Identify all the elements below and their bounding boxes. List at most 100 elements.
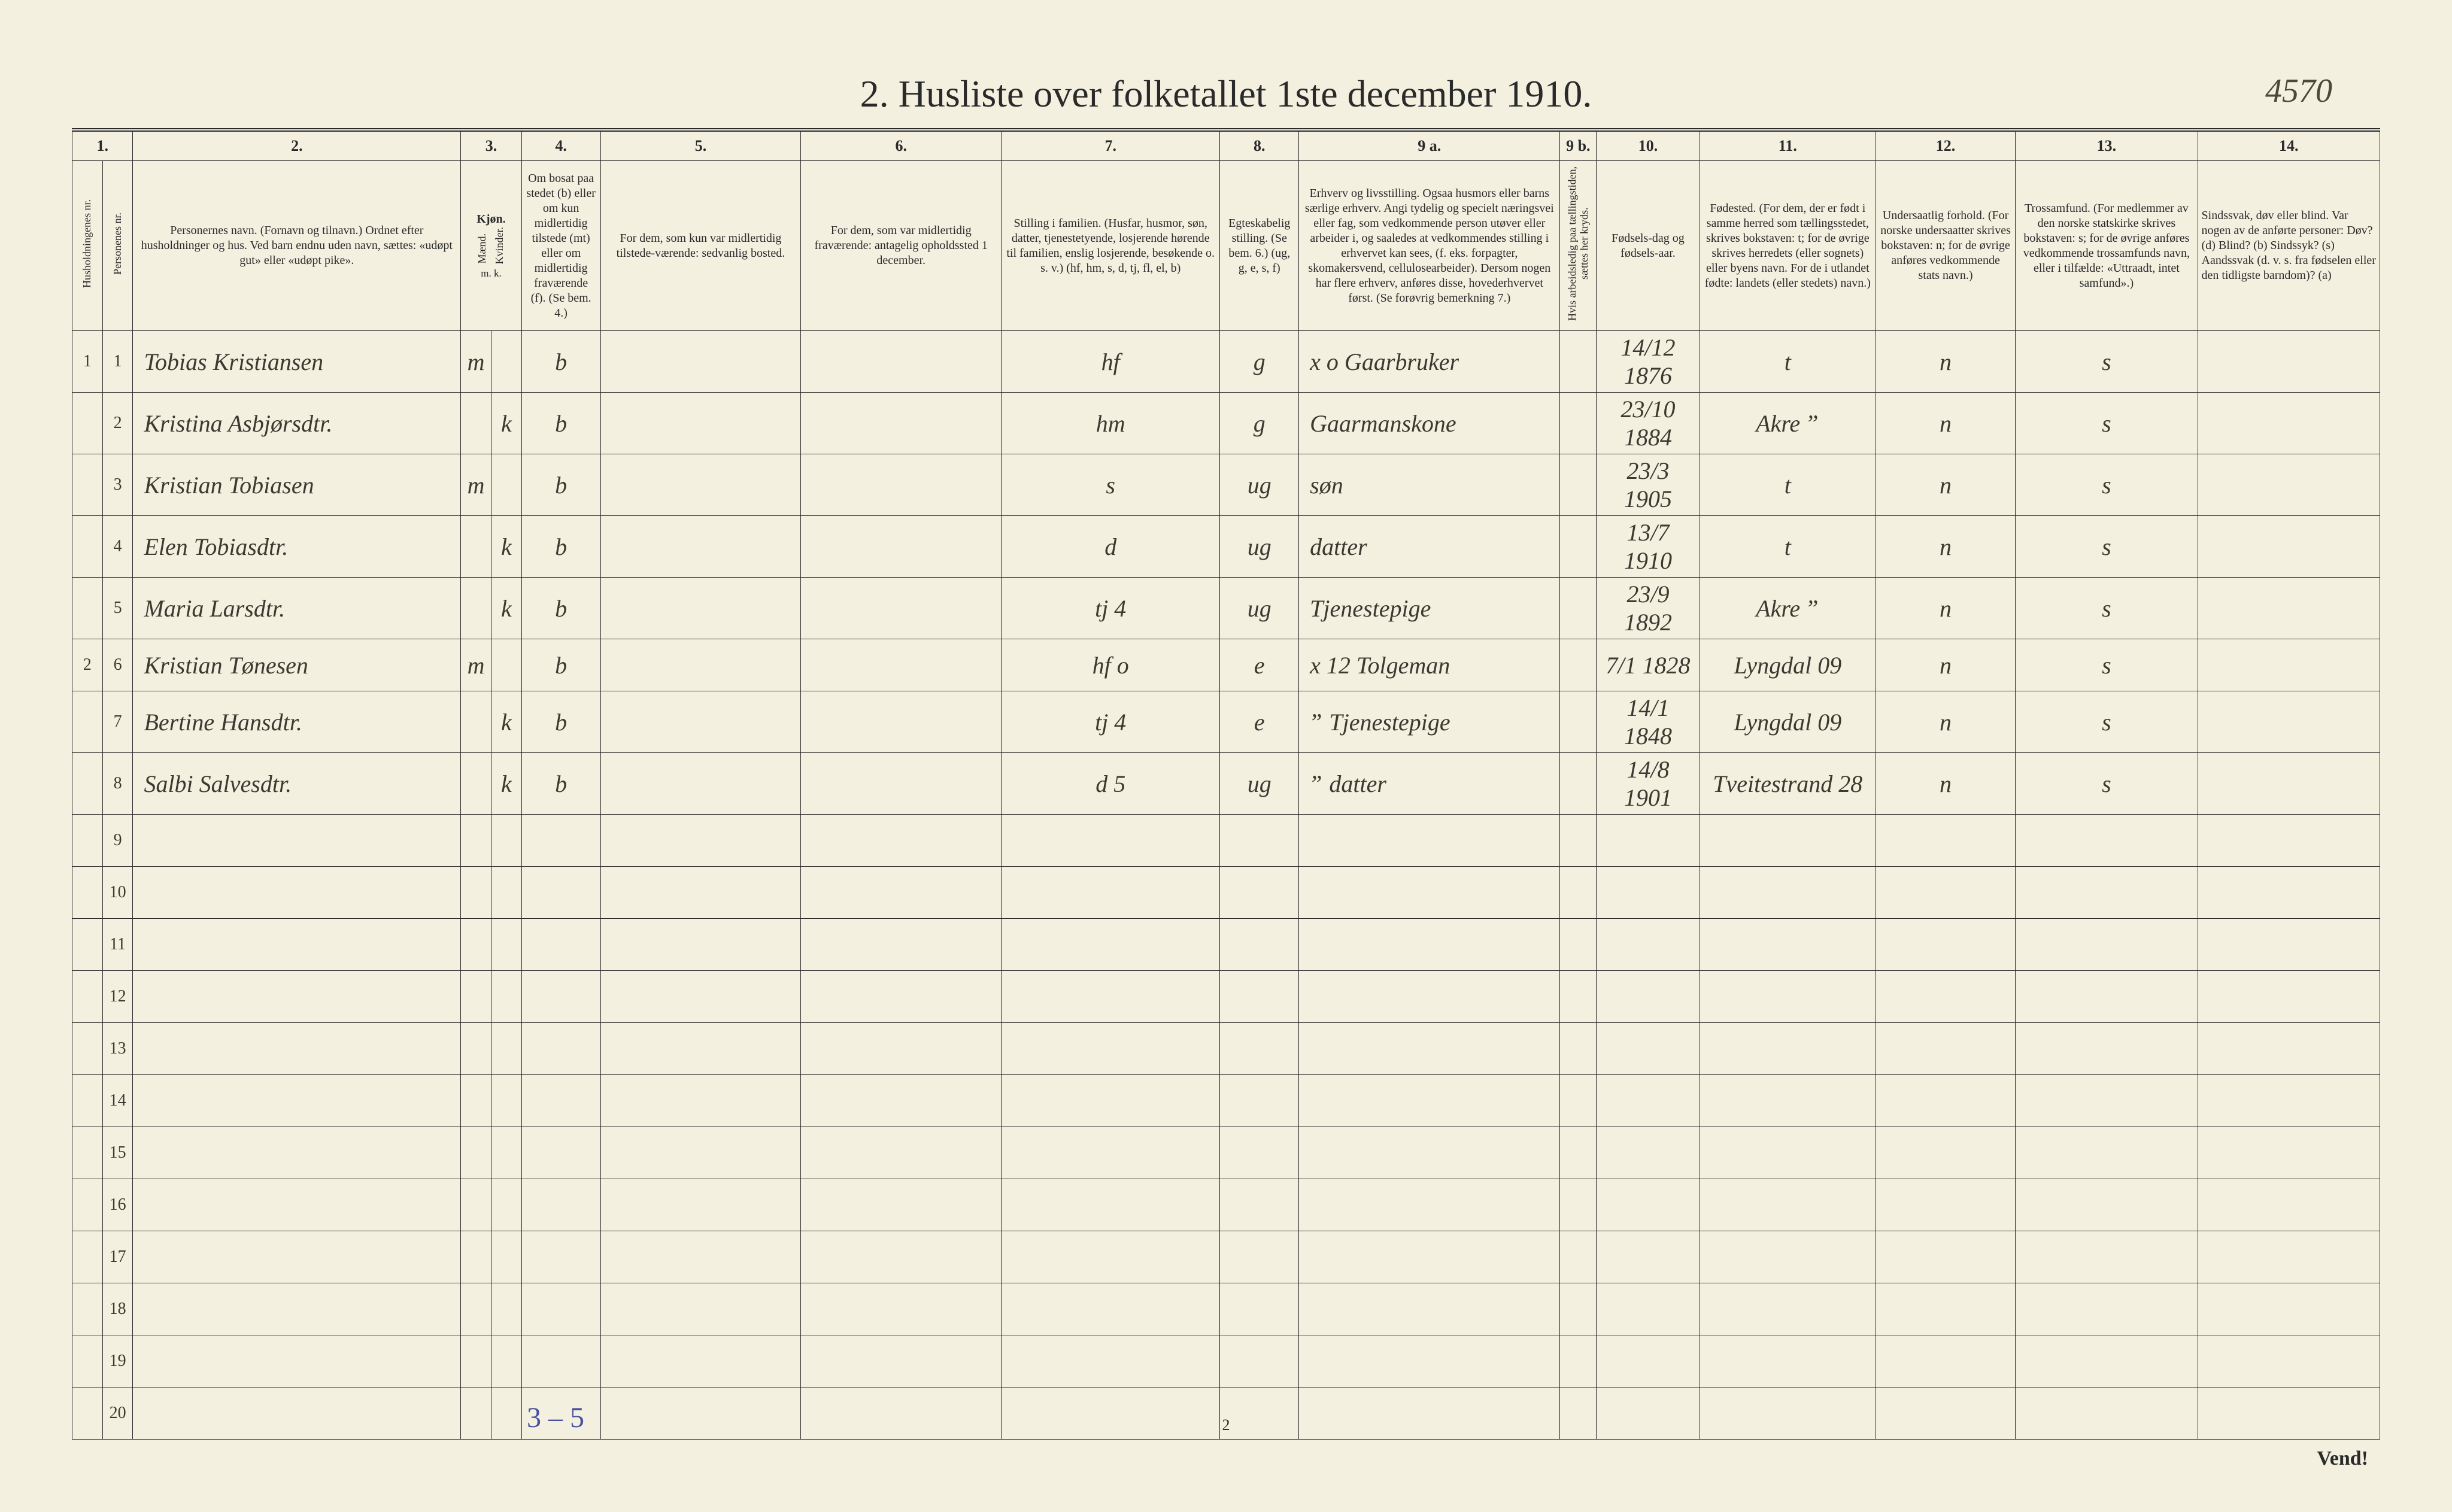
bottom-pencil-mark: 3 – 5	[527, 1401, 584, 1434]
cell-bpl	[1700, 1387, 1876, 1440]
cell-abs	[801, 919, 1002, 971]
cell-rel	[2016, 1127, 2198, 1179]
cell-bos	[521, 1179, 600, 1231]
cell-temp	[600, 639, 801, 691]
cell-col9b	[1560, 815, 1597, 867]
cell-hh	[72, 393, 103, 454]
cell-temp	[600, 919, 801, 971]
cell-hh	[72, 1127, 103, 1179]
cell-sex_m	[461, 867, 491, 919]
cell-rel	[2016, 919, 2198, 971]
cell-nat	[1876, 1283, 2015, 1335]
cell-bpl: Lyngdal 09	[1700, 639, 1876, 691]
cell-abs	[801, 331, 1002, 393]
cell-nat: n	[1876, 516, 2015, 578]
cell-mar	[1220, 919, 1299, 971]
cell-fam: hf o	[1002, 639, 1220, 691]
cell-dis	[2198, 454, 2380, 516]
cell-bos	[521, 815, 600, 867]
cell-sex_m	[461, 393, 491, 454]
cell-fam	[1002, 1075, 1220, 1127]
cell-hh: 1	[72, 331, 103, 393]
cell-hh	[72, 578, 103, 639]
cell-name	[133, 1283, 461, 1335]
cell-dis	[2198, 516, 2380, 578]
header-nat: Undersaatlig forhold. (For norske unders…	[1876, 161, 2015, 331]
header-temp: For dem, som kun var midlertidig tilsted…	[600, 161, 801, 331]
cell-dob: 7/1 1828	[1597, 639, 1700, 691]
cell-rel: s	[2016, 454, 2198, 516]
cell-dob: 23/3 1905	[1597, 454, 1700, 516]
census-body: 11Tobias Kristiansenmbhfgx o Gaarbruker1…	[72, 331, 2380, 1440]
cell-sex_k: k	[491, 691, 521, 753]
cell-name	[133, 815, 461, 867]
cell-bos: b	[521, 454, 600, 516]
cell-occ	[1299, 815, 1560, 867]
cell-col9b	[1560, 691, 1597, 753]
cell-mar	[1220, 1127, 1299, 1179]
header-kjon: Kjøn. Mænd. Kvinder. m. k.	[461, 161, 521, 331]
cell-fam: hm	[1002, 393, 1220, 454]
cell-bos: b	[521, 753, 600, 815]
column-number-row: 1. 2. 3. 4. 5. 6. 7. 8. 9 a. 9 b. 10. 11…	[72, 130, 2380, 161]
cell-dob: 13/7 1910	[1597, 516, 1700, 578]
colnum-10: 10.	[1597, 130, 1700, 161]
cell-sex_k	[491, 971, 521, 1023]
cell-nat	[1876, 919, 2015, 971]
cell-name: Salbi Salvesdtr.	[133, 753, 461, 815]
cell-nat	[1876, 971, 2015, 1023]
cell-mar	[1220, 971, 1299, 1023]
cell-rel: s	[2016, 331, 2198, 393]
cell-bos: b	[521, 691, 600, 753]
cell-col9b	[1560, 1283, 1597, 1335]
cell-hh	[72, 753, 103, 815]
cell-abs	[801, 639, 1002, 691]
cell-dob	[1597, 1283, 1700, 1335]
cell-mar: g	[1220, 393, 1299, 454]
page-title: 2. Husliste over folketallet 1ste decemb…	[72, 72, 2380, 116]
cell-col9b	[1560, 753, 1597, 815]
header-hh: Husholdningenes nr.	[72, 161, 103, 331]
cell-temp	[600, 1335, 801, 1387]
cell-nat	[1876, 1127, 2015, 1179]
cell-occ	[1299, 1075, 1560, 1127]
cell-bos	[521, 919, 600, 971]
cell-mar	[1220, 1387, 1299, 1440]
cell-nat	[1876, 867, 2015, 919]
cell-rel	[2016, 815, 2198, 867]
cell-sex_m	[461, 691, 491, 753]
cell-temp	[600, 516, 801, 578]
table-row: 19	[72, 1335, 2380, 1387]
cell-mar	[1220, 1231, 1299, 1283]
cell-abs	[801, 753, 1002, 815]
cell-dis	[2198, 1283, 2380, 1335]
cell-sex_m	[461, 971, 491, 1023]
cell-bos: b	[521, 639, 600, 691]
cell-mar: ug	[1220, 578, 1299, 639]
cell-nat: n	[1876, 753, 2015, 815]
cell-dis	[2198, 971, 2380, 1023]
cell-col9b	[1560, 1179, 1597, 1231]
cell-bpl: Tveitestrand 28	[1700, 753, 1876, 815]
table-row: 18	[72, 1283, 2380, 1335]
cell-bpl: t	[1700, 516, 1876, 578]
colnum-2: 2.	[133, 130, 461, 161]
colnum-1: 1.	[72, 130, 133, 161]
cell-occ	[1299, 1335, 1560, 1387]
cell-sex_m	[461, 919, 491, 971]
cell-dis	[2198, 1387, 2380, 1440]
cell-dob	[1597, 1127, 1700, 1179]
cell-abs	[801, 971, 1002, 1023]
cell-abs	[801, 1231, 1002, 1283]
cell-sex_k	[491, 454, 521, 516]
header-bpl: Fødested. (For dem, der er født i samme …	[1700, 161, 1876, 331]
header-mar: Egteskabelig stilling. (Se bem. 6.) (ug,…	[1220, 161, 1299, 331]
cell-fam: s	[1002, 454, 1220, 516]
cell-temp	[600, 1231, 801, 1283]
cell-abs	[801, 867, 1002, 919]
colnum-6: 6.	[801, 130, 1002, 161]
cell-fam: tj 4	[1002, 691, 1220, 753]
cell-fam	[1002, 867, 1220, 919]
cell-mar	[1220, 815, 1299, 867]
colnum-11: 11.	[1700, 130, 1876, 161]
